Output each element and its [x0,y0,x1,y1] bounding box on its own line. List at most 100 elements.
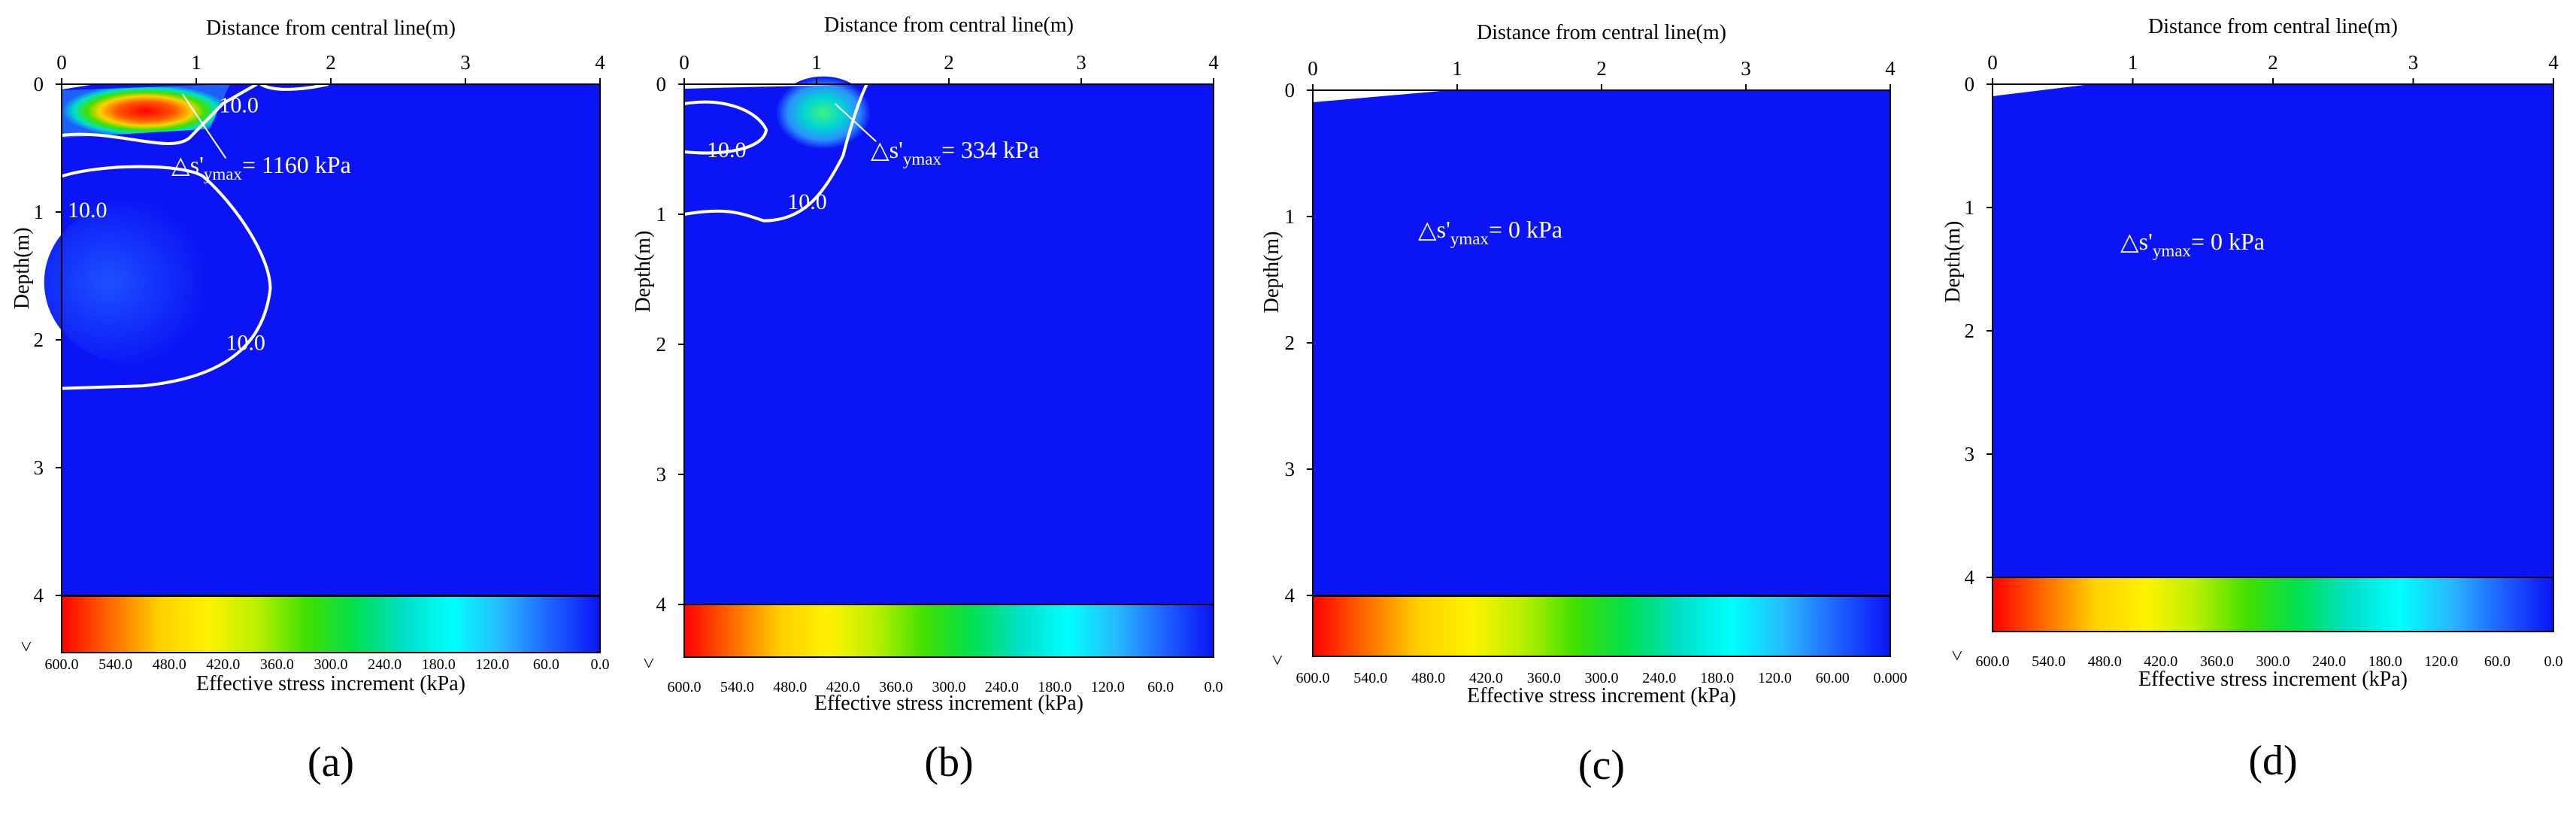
colorbar-tick-label: 60.0 [1147,679,1174,695]
colorbar-tick-label: 240.0 [2312,653,2346,670]
contour-label: 10.0 [219,92,259,117]
colorbar-tick-label: 120.0 [475,656,509,673]
annotation-leader [834,103,877,142]
colorbar-tick-label: 300.0 [1585,670,1619,686]
y-tick-label: 3 [1285,458,1296,480]
contour-label: 10.0 [787,189,827,214]
x-tick-label: 0 [679,51,689,74]
colorbar-tick-label: 60.00 [1816,670,1850,686]
colorbar-tick-label: 60.0 [2484,653,2511,670]
y-tick-label: 0 [34,73,44,95]
y-tick-label: 1 [1965,196,1975,219]
colorbar-tick-label: 420.0 [206,656,240,673]
x-tick-label: 0 [56,51,67,74]
max-increment-annotation: △s'ymax= 1160 kPa [171,151,351,183]
panel-label: (c) [1578,742,1625,789]
colorbar-tick-label: 360.0 [879,679,913,695]
unloaded-wedge [1313,90,1450,102]
panel-label: (d) [2248,738,2297,784]
contour-line [61,83,258,145]
max-increment-annotation: △s'ymax= 334 kPa [871,136,1039,168]
x-axis-title: Distance from central line(m) [206,17,456,40]
colorbar-tick-label: 480.0 [1411,670,1445,686]
y-tick-label: 3 [656,463,667,486]
colorbar-tick-label: 120.0 [2424,653,2458,670]
y-axis-title: Depth(m) [1260,231,1283,313]
colorbar-tick-label: 540.0 [2032,653,2065,670]
colorbar-tick-label: 360.0 [2200,653,2234,670]
y-tick-label: 0 [656,73,667,95]
x-tick-label: 2 [2268,51,2278,74]
y-tick-label: 1 [34,201,44,223]
x-tick-label: 0 [1987,51,1998,74]
x-tick-label: 4 [2548,51,2559,74]
contour-line [61,165,272,390]
unloaded-wedge [1993,84,2091,96]
colorbar-tick-label: 240.0 [368,656,402,673]
stress-field [1313,90,1890,595]
colorbar-tick-label: 600.0 [45,656,79,673]
colorbar-tick-label: 300.0 [932,679,966,695]
x-tick-label: 2 [326,51,336,74]
colorbar-overflow-marker: > [1946,650,1968,662]
x-tick-label: 2 [1596,57,1607,80]
colorbar-tick-label: 180.0 [1700,670,1734,686]
stress-zone-deep [44,200,228,365]
y-tick-label: 4 [34,584,44,607]
colorbar-tick-label: 0.0 [591,656,610,673]
colorbar-tick-label: 600.0 [1976,653,2010,670]
colorbar-tick-label: 600.0 [668,679,702,695]
annotation-leader [182,94,227,159]
x-tick-label: 4 [595,51,605,74]
x-tick-label: 1 [811,51,822,74]
stress-hotspot [775,76,871,150]
colorbar-tick-label: 60.0 [533,656,559,673]
chart-panel-c: 0 1 2 3 4 Distance from central line(m) 0 1 2 3 4 D… [1260,21,1908,789]
colorbar-tick-label: 180.0 [2368,653,2402,670]
x-tick-label: 3 [1076,51,1086,74]
y-tick-label: 2 [1285,332,1296,354]
colorbar-tick-label: 540.0 [98,656,132,673]
contour-line [683,83,868,223]
colorbar-tick-label: 240.0 [1642,670,1676,686]
colorbar-tick-label: 480.0 [773,679,807,695]
colorbar-overflow-marker: > [638,658,659,669]
x-tick-label: 1 [1452,57,1462,80]
colorbar-title: Effective stress increment (kPa) [2138,668,2408,691]
y-tick-label: 4 [656,593,667,616]
colorbar-tick-label: 120.0 [1091,679,1125,695]
colorbar-overflow-marker: > [1266,655,1288,666]
y-tick-label: 2 [1965,320,1975,342]
y-tick-label: 2 [34,329,44,351]
panel-label: (b) [924,739,973,786]
colorbar-overflow-marker: > [15,641,37,653]
colorbar-tick-label: 420.0 [826,679,860,695]
x-axis-title: Distance from central line(m) [824,14,1074,37]
x-tick-label: 2 [944,51,954,74]
x-tick-label: 1 [2128,51,2138,74]
x-tick-label: 4 [1885,57,1896,80]
x-tick-label: 4 [1208,51,1219,74]
y-tick-label: 3 [1965,443,1975,465]
max-increment-annotation: △s'ymax= 0 kPa [2120,228,2265,260]
colorbar-title: Effective stress increment (kPa) [1467,684,1736,707]
colorbar-tick-label: 480.0 [153,656,186,673]
colorbar [683,604,1214,658]
contour-line [259,83,329,91]
stress-field [684,84,1214,604]
colorbar-tick-label: 540.0 [1353,670,1387,686]
y-tick-label: 3 [34,456,44,479]
colorbar-tick-label: 180.0 [422,656,456,673]
contour-label: 10.0 [707,138,747,162]
colorbar-tick-label: 0.000 [1874,670,1908,686]
y-tick-label: 4 [1285,584,1296,607]
x-tick-label: 3 [1741,57,1751,80]
x-tick-label: 3 [460,51,471,74]
colorbar-tick-label: 300.0 [314,656,348,673]
contour-label: 10.0 [68,198,108,223]
x-axis-title: Distance from central line(m) [2148,15,2398,38]
colorbar-tick-label: 360.0 [1527,670,1561,686]
y-axis-title: Depth(m) [1941,221,1965,303]
